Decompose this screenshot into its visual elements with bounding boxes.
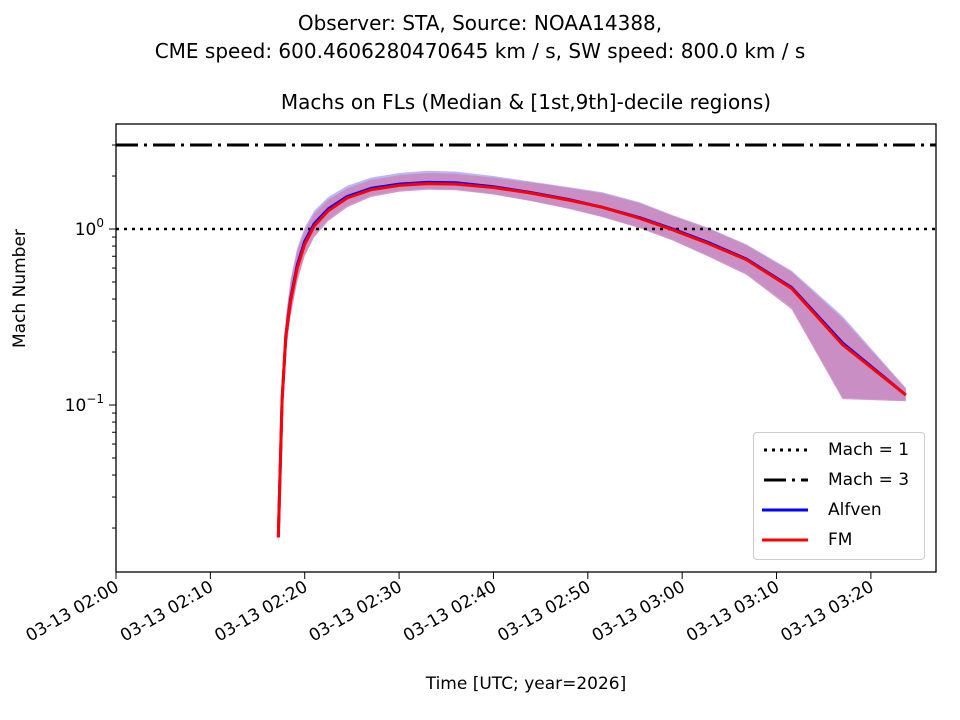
legend: Mach = 1 Mach = 3 Alfven FM [753, 432, 925, 560]
blue-line-icon [762, 508, 808, 512]
y-tick-exponent: −1 [86, 392, 104, 406]
x-tick-label: 03-13 03:00 [589, 577, 689, 646]
suptitle-line-1: Observer: STA, Source: NOAA14388, [297, 11, 663, 35]
y-axis-label: Mach Number [10, 229, 30, 348]
x-tick-label: 03-13 03:10 [683, 577, 783, 646]
y-tick-base: 10 [75, 220, 97, 240]
y-tick-base: 10 [65, 396, 87, 416]
legend-entry-mach3: Mach = 3 [762, 465, 909, 495]
suptitle-line-2: CME speed: 600.4606280470645 km / s, SW … [154, 39, 806, 63]
x-tick-label: 03-13 02:30 [306, 577, 406, 646]
legend-entry-alfven: Alfven [762, 495, 882, 525]
x-axis-label: Time [UTC; year=2026] [425, 674, 627, 694]
y-tick-exponent: 0 [96, 216, 104, 230]
x-tick-label: 03-13 02:00 [23, 577, 123, 646]
y-tick-label: 100 [75, 216, 104, 240]
band-fm [278, 173, 906, 546]
red-line-icon [762, 538, 808, 542]
legend-entry-mach1: Mach = 1 [762, 435, 909, 465]
dotted-line-icon [764, 448, 808, 452]
x-tick-label: 03-13 03:20 [777, 577, 877, 646]
median-lines [276, 180, 907, 538]
axes-title: Machs on FLs (Median & [1st,9th]-decile … [280, 90, 772, 114]
x-tick-label: 03-13 02:20 [211, 577, 311, 646]
x-tick-label: 03-13 02:50 [494, 577, 594, 646]
x-tick-label: 03-13 02:40 [400, 577, 500, 646]
line-fm [276, 182, 907, 538]
decile-bands [278, 170, 906, 546]
y-tick-label: 10−1 [65, 392, 104, 416]
legend-entry-fm: FM [762, 525, 852, 555]
axes-frame [115, 123, 937, 573]
dashdot-line-icon [764, 478, 808, 482]
reference-lines [116, 143, 936, 231]
x-tick-label: 03-13 02:10 [117, 577, 217, 646]
